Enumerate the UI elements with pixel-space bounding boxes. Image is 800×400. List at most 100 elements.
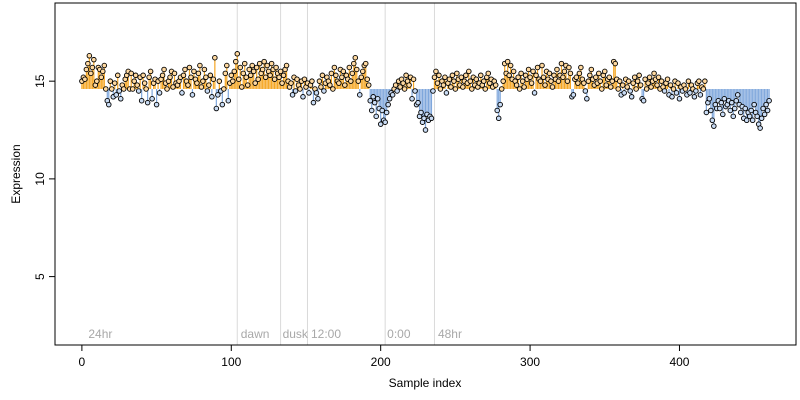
data-point-8 [91, 56, 97, 63]
data-point-369 [630, 80, 636, 86]
data-point-102 [231, 68, 238, 75]
data-point-348 [599, 86, 605, 92]
data-point-454 [757, 125, 763, 131]
data-point-75 [191, 68, 197, 75]
data-point-315 [549, 84, 556, 90]
data-point-448 [748, 107, 754, 114]
data-point-272 [485, 70, 491, 77]
data-point-2 [82, 76, 88, 82]
data-point-20 [109, 86, 115, 92]
data-point-457 [761, 111, 768, 118]
data-point-422 [709, 117, 716, 124]
data-point-243 [442, 74, 448, 81]
data-point-174 [339, 74, 345, 81]
data-point-410 [691, 94, 698, 100]
data-point-72 [186, 64, 193, 71]
y-tick-label-5: 5 [33, 273, 47, 280]
data-point-100 [228, 72, 235, 79]
data-point-118 [255, 76, 261, 82]
data-point-377 [642, 76, 648, 82]
data-point-350 [602, 68, 608, 75]
data-point-3 [83, 66, 90, 73]
data-point-210 [392, 82, 399, 88]
data-point-83 [203, 74, 209, 81]
data-point-110 [243, 74, 249, 81]
data-point-264 [473, 76, 480, 82]
data-point-411 [693, 88, 699, 94]
data-point-107 [238, 84, 245, 90]
data-point-73 [188, 74, 194, 81]
data-point-354 [608, 84, 614, 90]
data-point-366 [625, 78, 632, 84]
data-point-146 [297, 86, 303, 92]
data-point-221 [409, 96, 415, 102]
annotation-label-2: dusk [283, 327, 309, 341]
data-point-204 [383, 109, 390, 116]
data-point-115 [250, 68, 257, 75]
data-point-368 [628, 94, 635, 100]
data-point-159 [316, 78, 323, 84]
data-point-289 [510, 68, 517, 75]
data-point-378 [643, 86, 650, 92]
y-axis-label: Expression [9, 144, 23, 203]
data-point-400 [676, 96, 683, 102]
data-point-398 [673, 90, 680, 96]
data-point-269 [481, 78, 487, 84]
data-point-319 [555, 78, 562, 84]
data-point-216 [401, 86, 408, 92]
data-point-229 [421, 115, 427, 122]
data-point-308 [539, 62, 545, 69]
data-point-223 [412, 88, 418, 94]
data-point-227 [418, 109, 424, 116]
data-point-334 [578, 64, 584, 71]
data-point-277 [492, 82, 499, 88]
data-point-170 [333, 72, 339, 79]
data-point-434 [727, 107, 734, 114]
data-point-222 [410, 76, 417, 82]
data-point-211 [394, 88, 400, 94]
data-point-78 [195, 70, 202, 77]
data-point-124 [264, 62, 270, 69]
data-point-445 [743, 117, 750, 124]
data-point-79 [197, 62, 203, 69]
data-point-456 [760, 105, 766, 112]
data-point-126 [267, 72, 273, 79]
data-point-250 [452, 86, 459, 92]
data-point-270 [482, 86, 489, 92]
data-point-35 [131, 78, 137, 84]
data-point-225 [415, 99, 421, 106]
data-point-201 [379, 107, 385, 114]
data-point-447 [746, 113, 753, 120]
data-point-43 [143, 86, 149, 92]
data-point-143 [292, 88, 299, 94]
data-point-132 [276, 74, 282, 81]
data-point-179 [346, 64, 353, 71]
data-point-282 [500, 78, 506, 84]
data-point-161 [319, 72, 326, 79]
data-point-285 [504, 58, 511, 65]
data-point-133 [277, 68, 284, 75]
data-point-26 [117, 96, 124, 102]
x-tick-label-100: 100 [221, 355, 241, 369]
data-point-304 [533, 72, 539, 79]
data-point-420 [706, 96, 713, 102]
data-point-365 [624, 84, 630, 90]
data-point-370 [631, 74, 638, 81]
data-point-247 [448, 84, 454, 90]
data-point-197 [373, 113, 379, 120]
data-point-236 [431, 74, 438, 81]
data-point-340 [587, 72, 593, 79]
data-point-16 [103, 86, 109, 92]
data-point-134 [279, 80, 285, 86]
data-point-94 [219, 101, 226, 108]
data-point-57 [164, 86, 170, 92]
data-point-92 [216, 78, 223, 84]
data-point-329 [570, 92, 577, 98]
data-point-157 [313, 90, 320, 96]
annotation-label-4: 0:00 [387, 327, 411, 341]
data-point-127 [268, 60, 275, 67]
data-point-188 [360, 68, 366, 75]
data-point-22 [112, 80, 118, 86]
data-point-301 [528, 80, 535, 86]
data-point-413 [696, 78, 702, 84]
